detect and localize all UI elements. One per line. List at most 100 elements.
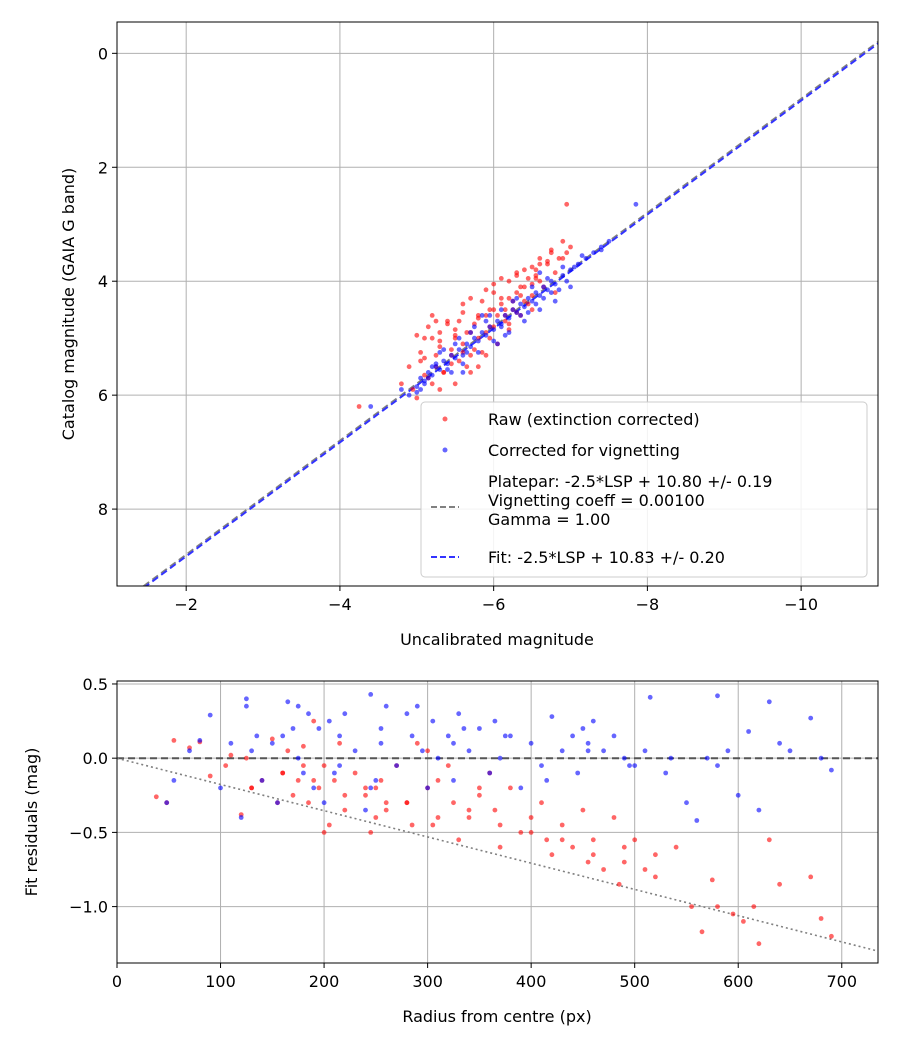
scatter-point	[560, 273, 566, 278]
scatter-point	[514, 310, 520, 315]
bottom-reference-lines	[117, 757, 878, 952]
scatter-point	[552, 281, 558, 287]
scatter-point	[529, 284, 535, 290]
scatter-point	[487, 770, 493, 776]
scatter-point	[301, 770, 306, 776]
scatter-point	[461, 726, 467, 731]
scatter-point	[730, 911, 736, 917]
scatter-point	[418, 375, 423, 381]
scatter-point	[601, 748, 606, 754]
scatter-point	[483, 352, 489, 358]
scatter-point	[487, 335, 493, 341]
scatter-point	[445, 367, 450, 372]
scatter-point	[508, 733, 513, 739]
scatter-point	[456, 347, 462, 352]
scatter-point	[249, 748, 255, 754]
scatter-point	[751, 904, 757, 909]
scatter-point	[518, 313, 523, 318]
scatter-point	[537, 293, 543, 298]
scatter-point	[429, 381, 435, 387]
scatter-point	[280, 733, 286, 739]
scatter-point	[479, 330, 485, 335]
scatter-point	[518, 830, 524, 835]
scatter-point	[479, 350, 485, 355]
legend-label-platepar-line: Vignetting coeff = 0.00100	[488, 491, 705, 510]
scatter-point	[544, 778, 550, 783]
scatter-point	[483, 287, 489, 293]
scatter-point	[378, 778, 384, 783]
scatter-point	[441, 370, 447, 375]
scatter-point	[632, 763, 638, 768]
scatter-point	[559, 822, 565, 828]
legend-entry-platepar: Platepar: -2.5*LSP + 10.80 +/- 0.19 Vigne…	[431, 472, 772, 529]
scatter-point	[356, 404, 362, 409]
scatter-point	[259, 778, 265, 783]
scatter-point	[621, 844, 627, 850]
scatter-point	[433, 361, 439, 367]
scatter-point	[487, 313, 493, 318]
y-tick-label: −1.0	[69, 898, 108, 917]
scatter-point	[464, 350, 470, 355]
scatter-point	[433, 352, 439, 358]
scatter-point	[332, 778, 337, 783]
scatter-point	[689, 904, 694, 909]
scatter-point	[552, 270, 558, 276]
x-tick-label: −2	[174, 595, 198, 614]
scatter-point	[537, 278, 543, 284]
scatter-point	[414, 389, 420, 395]
scatter-point	[601, 867, 606, 872]
y-tick-label: −0.5	[69, 823, 108, 842]
scatter-point	[510, 307, 516, 313]
scatter-point	[653, 874, 658, 880]
scatter-point	[311, 778, 317, 783]
y-tick-label: 4	[98, 272, 108, 291]
scatter-point	[621, 755, 627, 761]
scatter-point	[585, 748, 591, 754]
scatter-point	[559, 837, 565, 843]
scatter-point	[460, 301, 466, 307]
scatter-point	[435, 778, 441, 783]
scatter-point	[406, 392, 412, 398]
legend-label-platepar: Platepar: -2.5*LSP + 10.80 +/- 0.19 Vigne…	[488, 472, 772, 529]
y-tick-label: 0	[98, 44, 108, 63]
scatter-point	[456, 335, 462, 341]
scatter-point	[766, 699, 772, 705]
scatter-point	[579, 253, 585, 258]
scatter-point	[560, 264, 566, 270]
scatter-point	[228, 740, 234, 746]
scatter-point	[552, 290, 558, 295]
legend-entry-raw: Raw (extinction corrected)	[442, 410, 700, 429]
scatter-point	[548, 247, 554, 253]
top-fit-lines	[142, 41, 878, 586]
scatter-point	[472, 347, 477, 352]
legend-label-platepar-line: Platepar: -2.5*LSP + 10.80 +/- 0.19	[488, 472, 772, 491]
scatter-point	[522, 304, 527, 310]
scatter-point	[466, 807, 472, 813]
scatter-point	[429, 335, 435, 341]
scatter-point	[466, 815, 472, 820]
scatter-point	[477, 792, 482, 798]
scatter-point	[368, 830, 374, 835]
scatter-point	[409, 822, 415, 828]
scatter-point	[171, 778, 177, 783]
scatter-point	[373, 815, 379, 820]
scatter-point	[337, 763, 342, 768]
scatter-point	[311, 718, 317, 724]
scatter-point	[808, 715, 814, 721]
scatter-point	[295, 755, 301, 761]
scatter-point	[663, 770, 669, 776]
scatter-point	[598, 247, 604, 253]
scatter-point	[735, 792, 741, 798]
bottom-x-ticks: 0 100 200 300 400 500 600 700	[112, 963, 857, 991]
scatter-point	[460, 370, 466, 375]
scatter-point	[437, 387, 443, 392]
scatter-point	[452, 355, 458, 361]
scatter-point	[383, 703, 389, 709]
scatter-point	[528, 830, 534, 835]
top-legend: Raw (extinction corrected) Corrected for…	[420, 401, 868, 578]
legend-label-corrected: Corrected for vignetting	[488, 441, 680, 460]
scatter-point	[295, 703, 301, 709]
top-scatter-points	[356, 201, 639, 409]
scatter-point	[468, 295, 473, 301]
scatter-point	[326, 718, 332, 724]
